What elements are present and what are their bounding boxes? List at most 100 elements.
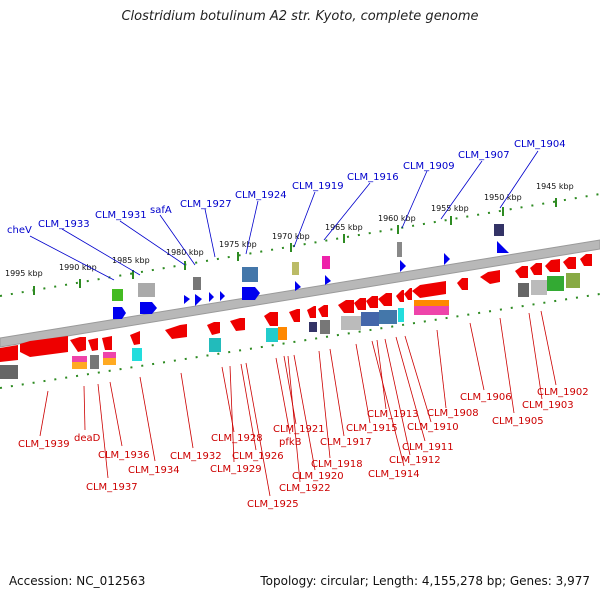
gene-label-pfkb[interactable]: pfkB xyxy=(279,437,302,448)
gene-label-chev[interactable]: cheV xyxy=(7,225,32,236)
feature-box xyxy=(341,316,361,330)
gene-label-clm1905[interactable]: CLM_1905 xyxy=(492,416,544,427)
gene-label-clm1903[interactable]: CLM_1903 xyxy=(522,400,574,411)
red-arrow xyxy=(207,322,220,335)
gene-label-clm1917[interactable]: CLM_1917 xyxy=(320,437,372,448)
red-arrow xyxy=(530,263,542,275)
red-arrow xyxy=(318,305,328,317)
feature-box xyxy=(103,358,116,365)
genome-summary-text: Topology: circular; Length: 4,155,278 bp… xyxy=(260,574,590,588)
red-arrow xyxy=(563,257,576,269)
gene-label-clm1907[interactable]: CLM_1907 xyxy=(458,150,510,161)
red-arrow xyxy=(70,337,86,352)
scale-label: 1955 kbp xyxy=(431,204,469,213)
feature-box xyxy=(320,320,330,334)
feature-box xyxy=(379,310,397,324)
red-arrow xyxy=(404,288,412,300)
feature-box xyxy=(72,356,87,362)
gene-label-clm1915[interactable]: CLM_1915 xyxy=(346,423,398,434)
feature-box xyxy=(322,256,330,269)
gene-label-clm1927[interactable]: CLM_1927 xyxy=(180,199,232,210)
gene-label-clm1929[interactable]: CLM_1929 xyxy=(210,464,262,475)
scale-label: 1975 kbp xyxy=(219,240,257,249)
gene-label-clm1920[interactable]: CLM_1920 xyxy=(292,471,344,482)
gene-label-clm1924[interactable]: CLM_1924 xyxy=(235,190,287,201)
blue-arrow xyxy=(497,241,509,253)
bottom-strand-features xyxy=(0,300,449,379)
feature-box xyxy=(397,242,402,257)
red-arrow xyxy=(165,324,187,339)
gene-label-clm1932[interactable]: CLM_1932 xyxy=(170,451,222,462)
scale-label: 1985 kbp xyxy=(112,256,150,265)
gene-label-clm1913[interactable]: CLM_1913 xyxy=(367,409,419,420)
feature-box xyxy=(193,277,201,290)
gene-label-clm1914[interactable]: CLM_1914 xyxy=(368,469,420,480)
gene-label-clm1931[interactable]: CLM_1931 xyxy=(95,210,147,221)
scale-label: 1970 kbp xyxy=(272,232,310,241)
gene-label-clm1911[interactable]: CLM_1911 xyxy=(402,442,454,453)
red-arrow xyxy=(545,259,560,272)
red-arrow xyxy=(366,296,378,308)
gene-label-clm1926[interactable]: CLM_1926 xyxy=(232,451,284,462)
gene-label-clm1912[interactable]: CLM_1912 xyxy=(389,455,441,466)
red-arrow xyxy=(515,266,528,278)
gene-label-clm1939[interactable]: CLM_1939 xyxy=(18,439,70,450)
scale-label: 1960 kbp xyxy=(378,214,416,223)
blue-arrow xyxy=(195,294,202,306)
forward-strand-arrows xyxy=(113,241,509,319)
gene-label-dead[interactable]: deaD xyxy=(74,433,101,444)
blue-arrow xyxy=(209,292,214,302)
lower-tick-track xyxy=(0,293,600,389)
feature-box xyxy=(547,276,564,291)
scale-ticks xyxy=(33,198,557,295)
gene-label-clm1910[interactable]: CLM_1910 xyxy=(407,422,459,433)
reverse-strand-arrows xyxy=(0,254,592,362)
blue-arrow xyxy=(140,302,157,314)
red-arrow xyxy=(230,318,245,331)
scale-label: 1980 kbp xyxy=(166,248,204,257)
blue-arrow xyxy=(220,291,225,301)
red-arrow xyxy=(289,309,300,322)
red-arrow xyxy=(307,306,316,318)
gene-label-clm1919[interactable]: CLM_1919 xyxy=(292,181,344,192)
scale-label: 1950 kbp xyxy=(484,193,522,202)
gene-label-clm1928[interactable]: CLM_1928 xyxy=(211,433,263,444)
red-arrow xyxy=(264,312,278,326)
gene-label-clm1933[interactable]: CLM_1933 xyxy=(38,219,90,230)
upper-tick-track xyxy=(0,193,600,297)
scale-labels: 1995 kbp 1990 kbp 1985 kbp 1980 kbp 1975… xyxy=(5,182,574,278)
accession-text: Accession: NC_012563 xyxy=(9,574,146,588)
feature-box xyxy=(309,322,317,332)
red-arrow xyxy=(396,290,404,302)
gene-label-clm1922[interactable]: CLM_1922 xyxy=(279,483,331,494)
feature-box xyxy=(531,280,547,295)
gene-label-clm1937[interactable]: CLM_1937 xyxy=(86,482,138,493)
gene-label-clm1916[interactable]: CLM_1916 xyxy=(347,172,399,183)
feature-box xyxy=(90,355,99,369)
bottom-gene-labels: CLM_1939 deaD CLM_1937 CLM_1936 CLM_1934… xyxy=(18,310,589,510)
gene-label-safa[interactable]: safA xyxy=(150,205,172,216)
gene-label-clm1904[interactable]: CLM_1904 xyxy=(514,139,566,150)
gene-label-clm1918[interactable]: CLM_1918 xyxy=(311,459,363,470)
scale-label: 1995 kbp xyxy=(5,269,43,278)
gene-label-clm1921[interactable]: CLM_1921 xyxy=(273,424,325,435)
feature-box xyxy=(398,308,404,322)
gene-label-clm1934[interactable]: CLM_1934 xyxy=(128,465,180,476)
red-arrow xyxy=(338,300,354,313)
red-arrow xyxy=(20,336,68,357)
gene-label-clm1925[interactable]: CLM_1925 xyxy=(247,499,299,510)
blue-arrow xyxy=(444,253,450,265)
gene-label-clm1906[interactable]: CLM_1906 xyxy=(460,392,512,403)
feature-box xyxy=(138,283,155,297)
gene-label-clm1909[interactable]: CLM_1909 xyxy=(403,161,455,172)
red-arrow xyxy=(412,281,446,298)
gene-label-clm1936[interactable]: CLM_1936 xyxy=(98,450,150,461)
red-arrow xyxy=(580,254,592,266)
blue-arrow xyxy=(242,287,260,300)
feature-box xyxy=(112,289,123,301)
gene-label-clm1902[interactable]: CLM_1902 xyxy=(537,387,589,398)
feature-box xyxy=(361,312,379,326)
gene-label-clm1908[interactable]: CLM_1908 xyxy=(427,408,479,419)
red-arrow xyxy=(480,270,500,284)
